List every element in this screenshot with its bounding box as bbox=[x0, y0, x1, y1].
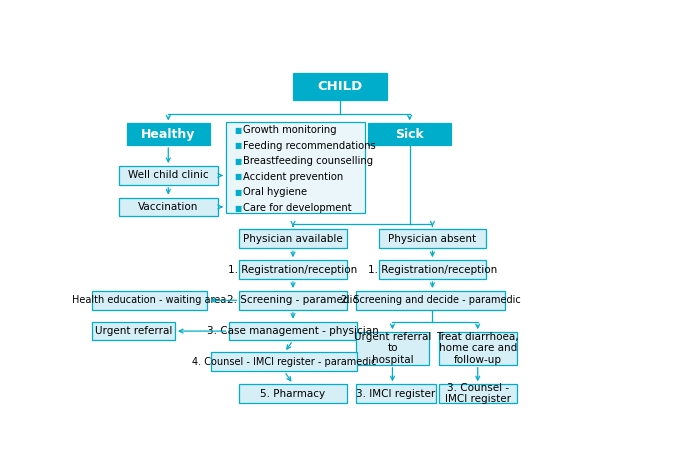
FancyBboxPatch shape bbox=[293, 73, 387, 100]
Text: Physician available: Physician available bbox=[243, 234, 343, 244]
Text: 2. Screening and decide - paramedic: 2. Screening and decide - paramedic bbox=[341, 295, 520, 306]
FancyBboxPatch shape bbox=[239, 291, 347, 310]
FancyBboxPatch shape bbox=[228, 321, 357, 340]
Text: Oral hygiene: Oral hygiene bbox=[243, 188, 307, 197]
Text: Breastfeeding counselling: Breastfeeding counselling bbox=[243, 157, 373, 166]
FancyBboxPatch shape bbox=[356, 384, 436, 403]
FancyBboxPatch shape bbox=[226, 122, 365, 213]
Text: Health education - waiting area: Health education - waiting area bbox=[73, 295, 227, 306]
Text: Treat diarrhoea,
home care and
follow-up: Treat diarrhoea, home care and follow-up bbox=[437, 332, 519, 365]
FancyBboxPatch shape bbox=[439, 332, 517, 365]
Text: 2. Screening - paramedic: 2. Screening - paramedic bbox=[228, 295, 358, 306]
FancyBboxPatch shape bbox=[127, 123, 210, 145]
Text: Sick: Sick bbox=[395, 128, 424, 141]
Text: ■: ■ bbox=[234, 141, 242, 150]
FancyBboxPatch shape bbox=[239, 384, 347, 403]
FancyBboxPatch shape bbox=[119, 197, 218, 216]
Text: CHILD: CHILD bbox=[317, 80, 363, 93]
Text: 5. Pharmacy: 5. Pharmacy bbox=[260, 389, 325, 399]
Text: Growth monitoring: Growth monitoring bbox=[243, 125, 337, 135]
Text: ■: ■ bbox=[234, 172, 242, 181]
FancyBboxPatch shape bbox=[239, 260, 347, 279]
Text: ■: ■ bbox=[234, 204, 242, 212]
FancyBboxPatch shape bbox=[439, 384, 517, 403]
Text: Vaccination: Vaccination bbox=[138, 202, 199, 212]
FancyBboxPatch shape bbox=[92, 291, 207, 310]
Text: Feeding recommendations: Feeding recommendations bbox=[243, 141, 376, 151]
FancyBboxPatch shape bbox=[379, 229, 486, 248]
Text: Accident prevention: Accident prevention bbox=[243, 172, 343, 182]
Text: ■: ■ bbox=[234, 126, 242, 135]
FancyBboxPatch shape bbox=[356, 332, 428, 365]
FancyBboxPatch shape bbox=[356, 291, 505, 310]
Text: 1. Registration/reception: 1. Registration/reception bbox=[367, 265, 497, 274]
FancyBboxPatch shape bbox=[379, 260, 486, 279]
Text: Healthy: Healthy bbox=[141, 128, 195, 141]
Text: 3. IMCI register: 3. IMCI register bbox=[356, 389, 435, 399]
FancyBboxPatch shape bbox=[119, 166, 218, 185]
FancyBboxPatch shape bbox=[368, 123, 451, 145]
Text: 3. Counsel -
IMCI register: 3. Counsel - IMCI register bbox=[445, 383, 511, 405]
Text: Care for development: Care for development bbox=[243, 203, 352, 213]
FancyBboxPatch shape bbox=[92, 321, 175, 340]
FancyBboxPatch shape bbox=[239, 229, 347, 248]
Text: 1. Registration/reception: 1. Registration/reception bbox=[228, 265, 358, 274]
Text: 3. Case management - physician: 3. Case management - physician bbox=[207, 326, 379, 336]
Text: Physician absent: Physician absent bbox=[388, 234, 477, 244]
Text: Urgent referral
to
hospital: Urgent referral to hospital bbox=[354, 332, 431, 365]
Text: Urgent referral: Urgent referral bbox=[95, 326, 172, 336]
Text: Well child clinic: Well child clinic bbox=[128, 171, 208, 180]
Text: 4. Counsel - IMCI register - paramedic: 4. Counsel - IMCI register - paramedic bbox=[192, 357, 376, 367]
Text: ■: ■ bbox=[234, 157, 242, 166]
FancyBboxPatch shape bbox=[212, 352, 357, 371]
Text: ■: ■ bbox=[234, 188, 242, 197]
